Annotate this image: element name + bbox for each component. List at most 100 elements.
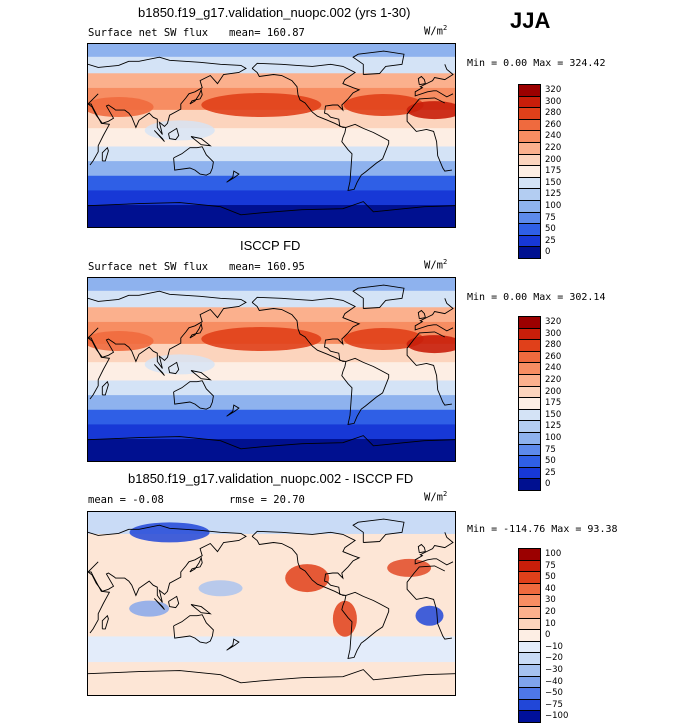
coastlines [88, 518, 455, 684]
colorbar-label: 240 [545, 131, 562, 142]
coastline [352, 284, 405, 309]
field-band [88, 278, 455, 292]
colorbar-label: 100 [545, 433, 562, 443]
field-band [88, 362, 455, 382]
field-blob [88, 331, 154, 352]
colorbar-label: 320 [545, 317, 562, 327]
colorbar-label: 75 [545, 560, 556, 571]
coastline [190, 604, 212, 615]
coastline [341, 123, 390, 191]
coastline [226, 170, 240, 183]
coastline [251, 62, 361, 128]
coastline [173, 614, 214, 644]
colorbar-label: 50 [545, 224, 556, 235]
colorbar-label: 0 [545, 479, 551, 490]
colorbar-label: 40 [545, 583, 556, 594]
coastlines [88, 50, 455, 216]
coastline [88, 669, 455, 684]
field-band [88, 161, 455, 177]
coastline [88, 435, 455, 450]
coastline [341, 357, 390, 425]
colorbar-label: 280 [545, 108, 562, 119]
colorbar-label: 20 [545, 607, 556, 617]
colorbar-label: 75 [545, 444, 556, 455]
panel3-map [87, 511, 456, 696]
coastline [352, 518, 405, 543]
field-band [88, 56, 455, 75]
panel3-mean: mean = -0.08 [88, 494, 164, 506]
colorbar-label: 25 [545, 235, 556, 246]
coastline [88, 290, 454, 369]
colorbar-label: 320 [545, 85, 562, 95]
panel3-minmax: Min = -114.76 Max = 93.38 [467, 524, 618, 535]
field-blob [129, 522, 210, 543]
coastline [251, 530, 361, 596]
field-band [88, 73, 455, 89]
colorbar-label: 150 [545, 177, 562, 188]
colorbar-label: 220 [545, 375, 562, 385]
colorbar-label: 220 [545, 143, 562, 153]
coastline [168, 361, 180, 375]
field-band [88, 307, 455, 323]
coastline [189, 88, 203, 105]
coastline [88, 565, 452, 640]
field-blob [144, 354, 215, 375]
field-blob [406, 335, 455, 354]
colorbar-label: 50 [545, 456, 556, 467]
field-blob [343, 94, 424, 116]
field-blob [406, 101, 455, 120]
coastline [189, 556, 203, 573]
coastline [153, 130, 165, 142]
coastline [173, 146, 214, 176]
colorbar-label: −50 [545, 688, 563, 699]
colorbar-label: 0 [545, 247, 551, 258]
panel2-variable: Surface net SW flux [88, 261, 209, 273]
field-blob [332, 600, 357, 637]
colorbar-label: −20 [545, 653, 563, 664]
colorbar-label: 75 [545, 212, 556, 223]
colorbar-label: 30 [545, 595, 556, 606]
colorbar-label: −10 [545, 641, 563, 652]
colorbar-label: 25 [545, 467, 556, 478]
field-blob [285, 564, 330, 593]
colorbar-label: 175 [545, 398, 562, 409]
coastline [153, 364, 165, 376]
colorbar-label: 280 [545, 340, 562, 351]
coastline [88, 56, 454, 135]
coastline [153, 598, 165, 610]
colorbar-label: −100 [545, 711, 569, 722]
field-blob [415, 605, 444, 626]
coastline [88, 97, 452, 172]
coastline [190, 370, 212, 381]
coastline [88, 331, 452, 406]
colorbar-label: 200 [545, 154, 562, 165]
colorbar-label: −30 [545, 665, 563, 675]
field-blob [201, 327, 322, 351]
field-blob [198, 580, 243, 597]
colorbar-label: −75 [545, 699, 563, 710]
coastline [88, 201, 455, 216]
colorbar-label: 125 [545, 189, 562, 200]
field-band [88, 44, 455, 58]
field-blob [343, 328, 424, 350]
panel3-units: W/m2 [424, 490, 448, 504]
colorbar-label: 260 [545, 351, 562, 362]
field-band [88, 290, 455, 309]
coastline [101, 380, 109, 396]
field-band [88, 146, 455, 163]
coastline [226, 638, 240, 651]
field-band [88, 128, 455, 148]
field-blob [129, 600, 170, 617]
coastline [168, 127, 180, 141]
coastline [190, 136, 212, 147]
panel1-title: b1850.f19_g17.validation_nuopc.002 (yrs … [138, 5, 411, 20]
field-blob [88, 97, 154, 118]
field-blob [144, 120, 215, 141]
colorbar-label: 125 [545, 421, 562, 432]
field-band [88, 380, 455, 397]
field-band [88, 439, 455, 461]
field-blob [387, 558, 432, 577]
panel2-mean: mean= 160.95 [229, 261, 305, 273]
panel2-map [87, 277, 456, 462]
coastline [88, 524, 454, 603]
